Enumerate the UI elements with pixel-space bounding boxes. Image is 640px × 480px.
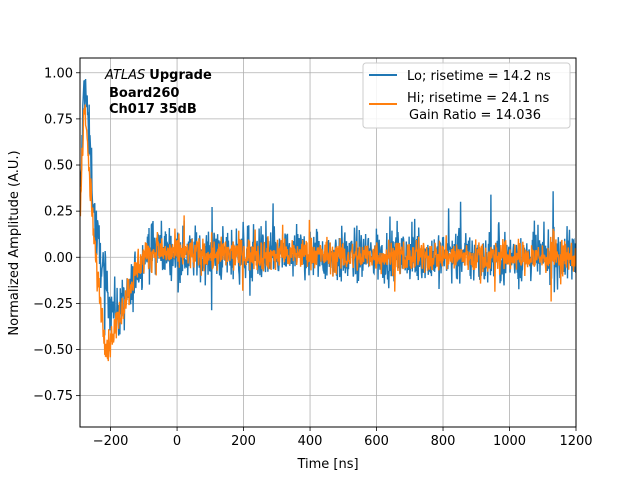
- series-line-hi: [80, 104, 576, 362]
- y-tick-label: 0.75: [44, 112, 73, 127]
- x-axis-label: Time [ns]: [296, 457, 358, 472]
- y-tick-label: 1.00: [44, 66, 73, 81]
- x-axis: −200 0 200 400 600 800 1000 1200: [93, 427, 593, 449]
- y-tick-label: −0.25: [33, 297, 73, 312]
- annotation: ATLAS Upgrade Board260 Ch017 35dB: [104, 68, 212, 117]
- series-layer: [80, 79, 576, 362]
- x-tick-label: −200: [93, 434, 129, 449]
- annotation-line-2: Board260: [109, 86, 179, 101]
- y-axis: −0.75 −0.50 −0.25 0.00 0.25 0.50 0.75 1.00: [33, 66, 80, 404]
- y-tick-label: −0.75: [33, 389, 73, 404]
- y-tick-label: 0.25: [44, 205, 73, 220]
- annotation-line-3: Ch017 35dB: [109, 102, 197, 117]
- annotation-line-1: ATLAS Upgrade: [104, 68, 212, 83]
- y-axis-label: Normalized Amplitude (A.U.): [7, 150, 22, 335]
- annotation-upgrade: Upgrade: [149, 68, 212, 83]
- legend-label-lo: Lo; risetime = 14.2 ns: [407, 69, 551, 84]
- y-tick-label: −0.50: [33, 343, 73, 358]
- annotation-atlas: ATLAS: [104, 68, 145, 83]
- x-tick-label: 1000: [493, 434, 526, 449]
- legend-gain-ratio: Gain Ratio = 14.036: [409, 108, 541, 123]
- x-tick-label: 1200: [559, 434, 592, 449]
- legend-label-hi: Hi; risetime = 24.1 ns: [407, 91, 549, 106]
- legend: Lo; risetime = 14.2 ns Hi; risetime = 24…: [362, 62, 571, 129]
- legend-box: [362, 62, 571, 129]
- plot-frame: [79, 57, 577, 428]
- x-tick-label: 0: [173, 434, 181, 449]
- y-tick-label: 0.50: [44, 159, 73, 174]
- y-tick-label: 0.00: [44, 251, 73, 266]
- x-tick-label: 800: [431, 434, 456, 449]
- x-tick-label: 400: [298, 434, 323, 449]
- x-tick-label: 200: [231, 434, 256, 449]
- x-tick-label: 600: [364, 434, 389, 449]
